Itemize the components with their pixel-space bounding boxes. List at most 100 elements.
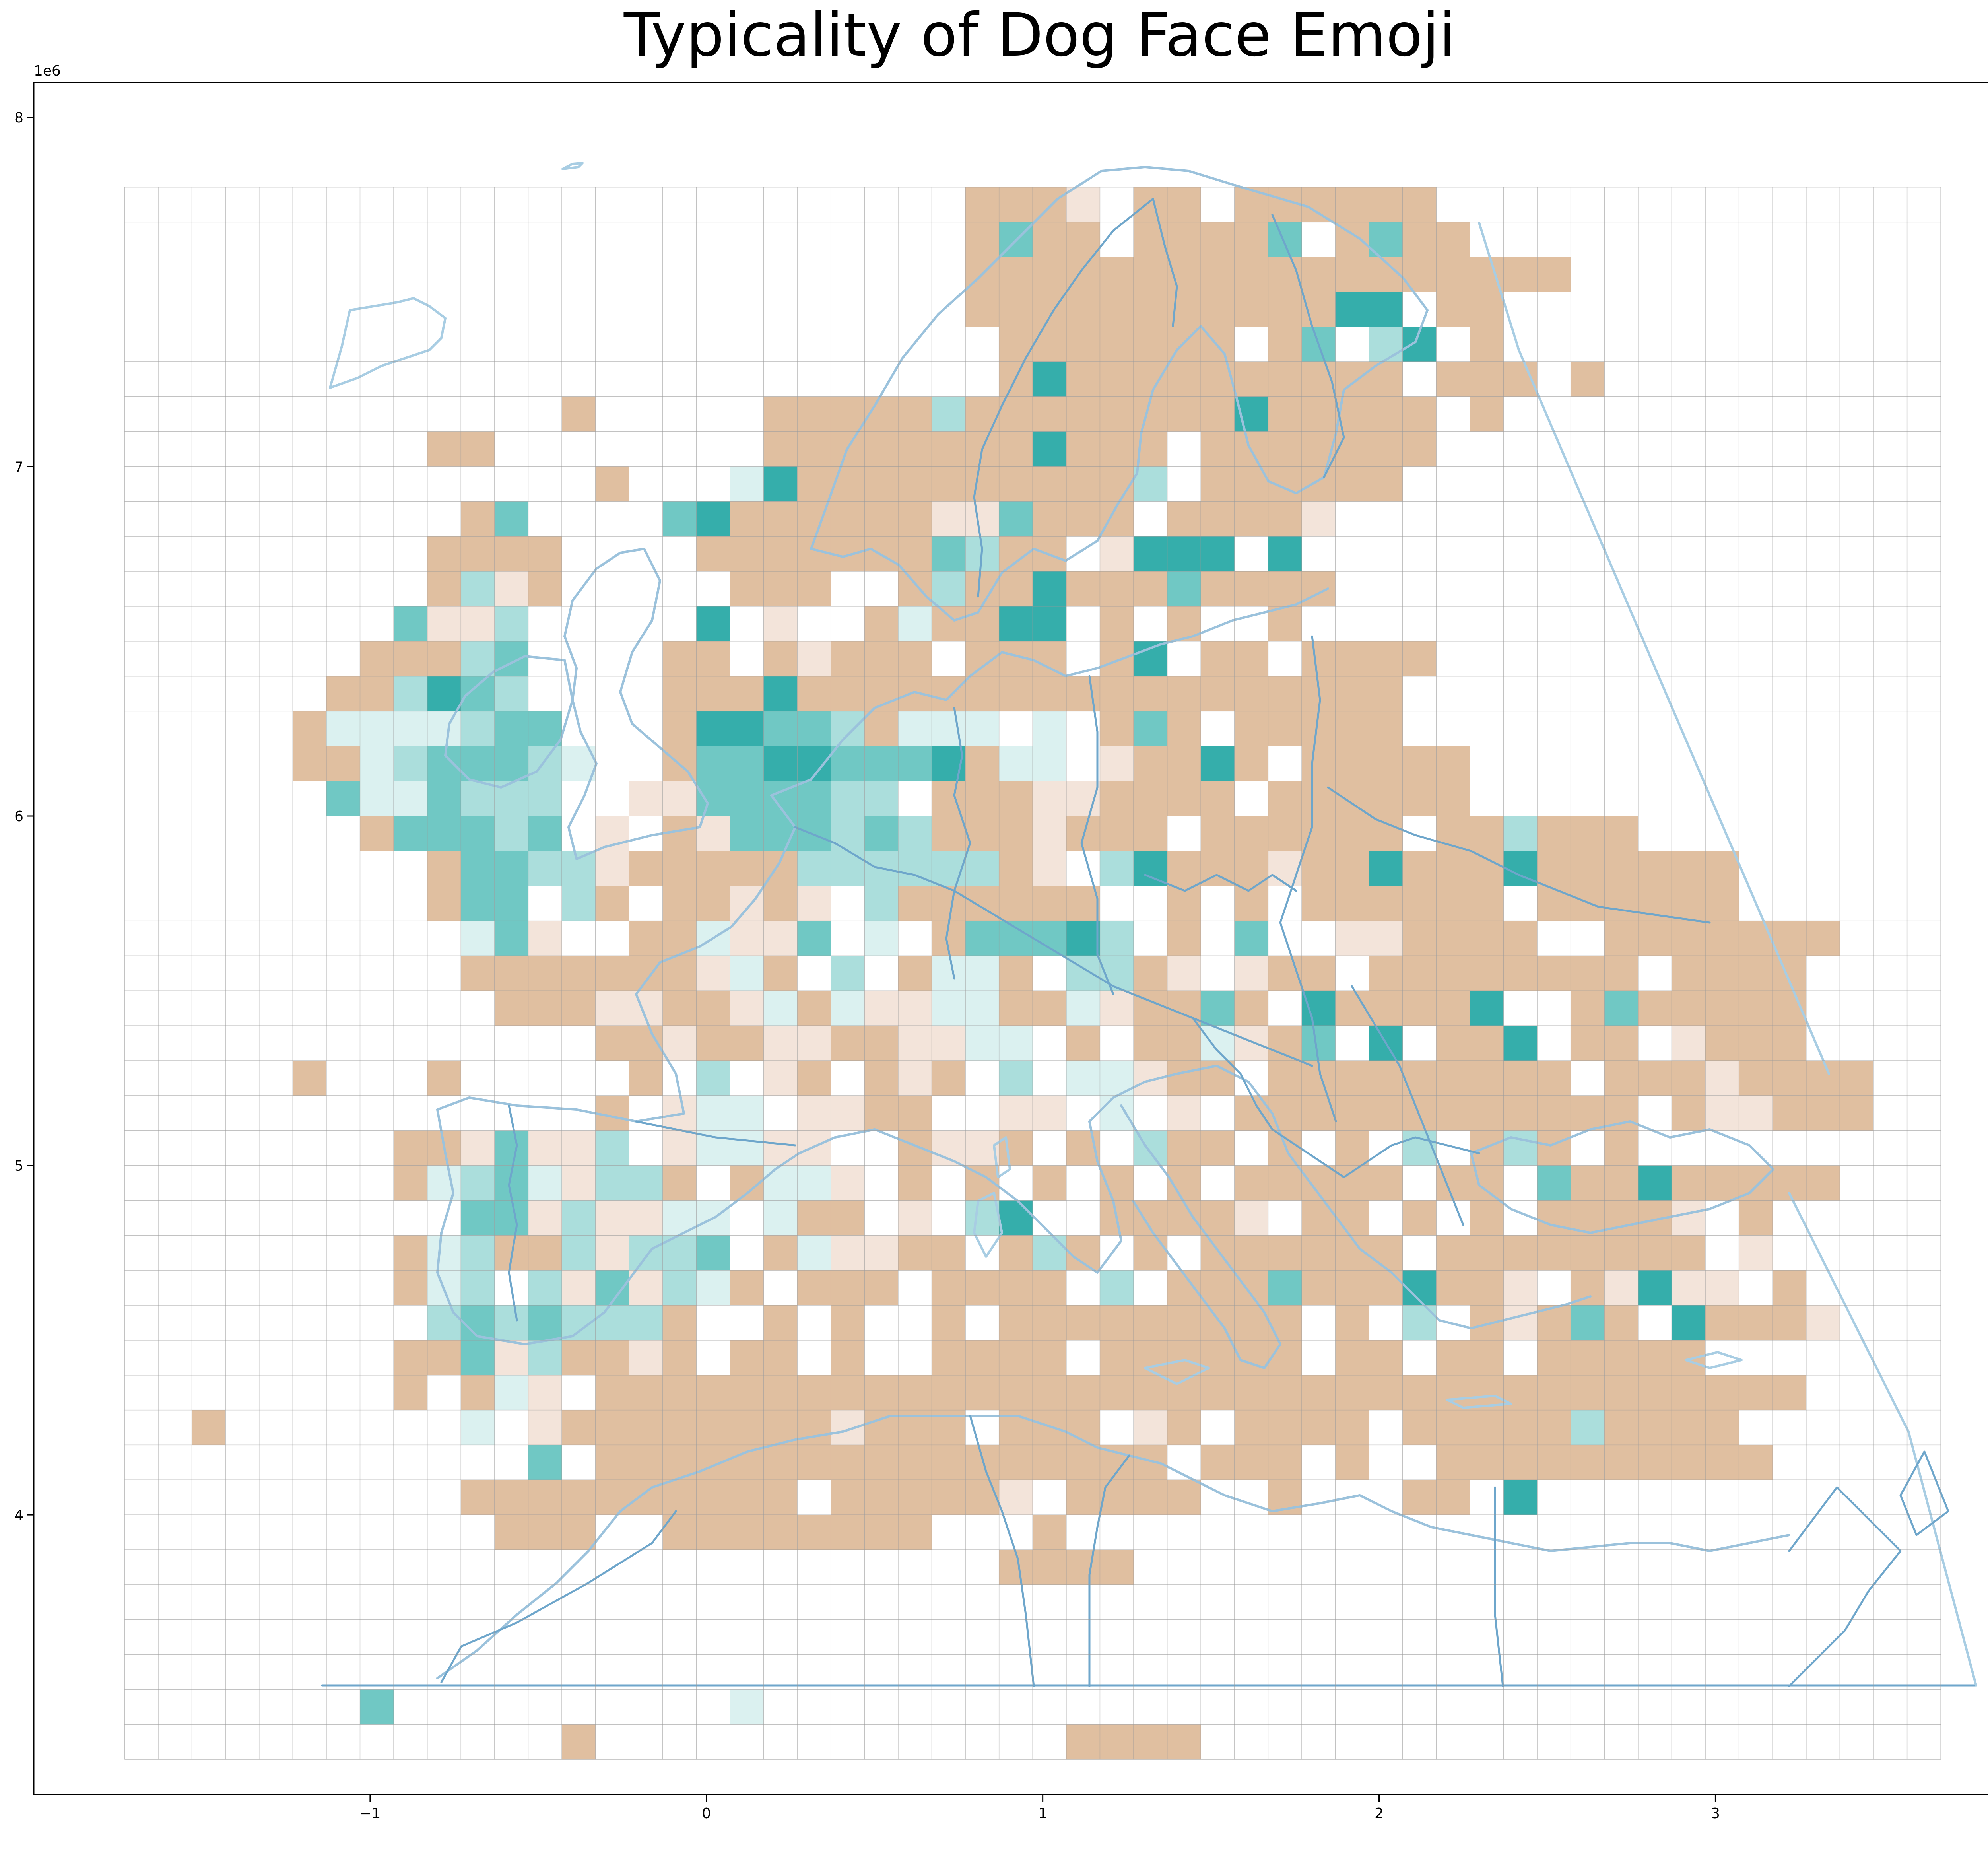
grid-cell bbox=[1066, 396, 1100, 432]
grid-cell bbox=[1234, 1165, 1268, 1201]
grid-cell bbox=[1234, 1445, 1268, 1480]
grid-cell bbox=[1503, 1410, 1538, 1445]
grid-cell bbox=[730, 1480, 764, 1515]
grid-cell bbox=[763, 501, 798, 537]
grid-cell bbox=[1201, 257, 1235, 292]
grid-cell bbox=[1571, 361, 1605, 397]
grid-cell bbox=[1470, 292, 1504, 327]
grid-cell bbox=[528, 746, 562, 781]
grid-cell bbox=[1268, 711, 1302, 746]
grid-cell bbox=[763, 1445, 798, 1480]
grid-cell bbox=[595, 851, 629, 886]
italy-coast bbox=[1120, 1104, 1281, 1369]
grid-cell bbox=[1302, 1235, 1336, 1271]
grid-cell bbox=[1268, 1095, 1302, 1131]
grid-cell bbox=[763, 1410, 798, 1445]
grid-cell bbox=[562, 1270, 596, 1305]
russia-east-boundary bbox=[1478, 222, 1830, 1075]
grid-cell bbox=[965, 991, 999, 1026]
grid-cell bbox=[932, 536, 966, 571]
grid-cell bbox=[1100, 257, 1134, 292]
north-sea-coast bbox=[770, 587, 1329, 797]
grid-cell bbox=[1402, 851, 1437, 886]
grid-cell bbox=[797, 1061, 831, 1096]
grid-cell bbox=[864, 781, 898, 816]
grid-cell bbox=[965, 1340, 999, 1375]
grid-cell bbox=[999, 571, 1033, 606]
grid-cell bbox=[595, 1305, 629, 1340]
grid-cell bbox=[1335, 1410, 1369, 1445]
grid-cell bbox=[1503, 816, 1538, 851]
grid-cell bbox=[1066, 187, 1100, 222]
grid-cell bbox=[1571, 1235, 1605, 1271]
grid-cell bbox=[932, 1026, 966, 1061]
grid-cell bbox=[1705, 1305, 1739, 1340]
grid-cell bbox=[1806, 1165, 1840, 1201]
grid-cell bbox=[730, 851, 764, 886]
grid-cell bbox=[461, 1235, 495, 1271]
grid-cell bbox=[1234, 222, 1268, 257]
grid-cell bbox=[864, 466, 898, 502]
grid-cell bbox=[1739, 921, 1773, 956]
grid-cell bbox=[1402, 1375, 1437, 1410]
grid-cell bbox=[1100, 396, 1134, 432]
grid-cell bbox=[831, 1165, 865, 1201]
grid-cell bbox=[1335, 711, 1369, 746]
grid-cell bbox=[864, 606, 898, 641]
grid-cell bbox=[595, 1410, 629, 1445]
grid-cell bbox=[932, 396, 966, 432]
grid-cell bbox=[1672, 1026, 1705, 1061]
grid-cell bbox=[394, 676, 427, 711]
grid-cell bbox=[763, 956, 798, 991]
grid-cell bbox=[999, 956, 1033, 991]
grid-cell bbox=[763, 466, 798, 502]
grid-cell bbox=[1402, 641, 1437, 676]
grid-cell bbox=[763, 676, 798, 711]
grid-cell bbox=[1167, 187, 1201, 222]
grid-cell bbox=[1470, 361, 1504, 397]
grid-cell bbox=[1033, 1515, 1066, 1550]
grid-cell bbox=[1134, 746, 1167, 781]
grid-cell bbox=[1268, 676, 1302, 711]
x-tick-label: 1 bbox=[1038, 1805, 1047, 1822]
grid-cell bbox=[730, 466, 764, 502]
grid-cell bbox=[999, 991, 1033, 1026]
grid-cell bbox=[1268, 606, 1302, 641]
grid-cell bbox=[1167, 1410, 1201, 1445]
grid-cell bbox=[1503, 257, 1538, 292]
grid-cell bbox=[562, 1200, 596, 1236]
grid-cell bbox=[730, 1515, 764, 1550]
grid-cell bbox=[1134, 257, 1167, 292]
grid-cell bbox=[696, 1235, 730, 1271]
y-tick-label: 4 bbox=[14, 1507, 23, 1524]
grid-cell bbox=[965, 1480, 999, 1515]
grid-cell bbox=[1134, 1445, 1167, 1480]
grid-cell bbox=[1302, 257, 1336, 292]
grid-cell bbox=[1033, 781, 1066, 816]
grid-cell bbox=[696, 536, 730, 571]
grid-cell bbox=[831, 466, 865, 502]
grid-cell bbox=[1302, 431, 1336, 467]
grid-cell bbox=[1503, 1445, 1538, 1480]
grid-cell bbox=[1335, 851, 1369, 886]
grid-cell bbox=[1302, 1200, 1336, 1236]
grid-cell bbox=[763, 746, 798, 781]
grid-cell bbox=[394, 711, 427, 746]
grid-cell bbox=[730, 746, 764, 781]
grid-cell bbox=[562, 1515, 596, 1550]
grid-cell bbox=[1604, 1305, 1638, 1340]
grid-cell bbox=[864, 1515, 898, 1550]
grid-cell bbox=[1234, 1410, 1268, 1445]
grid-cell bbox=[831, 781, 865, 816]
grid-cell bbox=[1369, 886, 1403, 921]
grid-cell bbox=[1369, 781, 1403, 816]
grid-cell bbox=[1033, 466, 1066, 502]
grid-cell bbox=[1470, 956, 1504, 991]
grid-cell bbox=[1369, 1061, 1403, 1096]
grid-cell bbox=[999, 676, 1033, 711]
grid-cell bbox=[1234, 921, 1268, 956]
grid-cell bbox=[1033, 257, 1066, 292]
grid-cell bbox=[595, 1200, 629, 1236]
grid-cell bbox=[1369, 1095, 1403, 1131]
grid-cell bbox=[1571, 991, 1605, 1026]
